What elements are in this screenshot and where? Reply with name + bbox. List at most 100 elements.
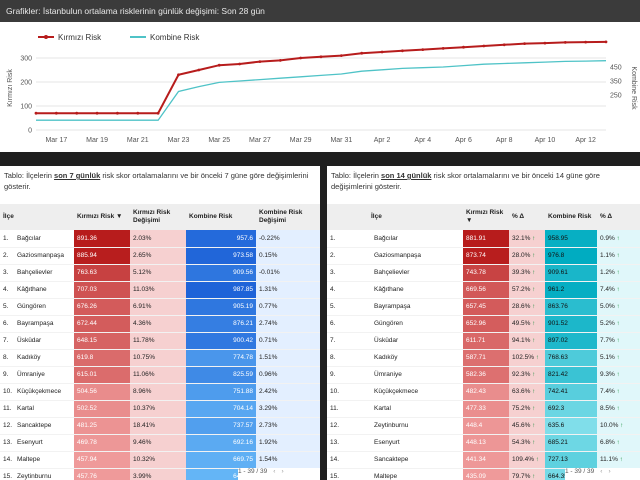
table-row[interactable]: 10. Küçükçekmece 504.56 8.96% 751.88 2.42%	[0, 383, 320, 401]
table-row[interactable]: 8. Kadıköy 587.71 102.5% ↑ 768.63 5.1% ↑	[327, 349, 640, 367]
combined-change-cell-text: 1.1%	[600, 252, 615, 259]
table-row[interactable]: 7. Üsküdar 648.15 11.78% 900.42 0.71%	[0, 332, 320, 350]
combined-change-cell-text: 0.9%	[600, 234, 615, 242]
data-point	[136, 111, 140, 115]
district-name: Kartal	[17, 405, 34, 412]
series-line-combined-risk	[36, 60, 607, 121]
combined-risk-cell: 973.58	[186, 247, 256, 265]
combined-risk-cell-text: 751.88	[233, 388, 253, 395]
y-tick-label-right: 450	[610, 65, 622, 72]
table-row[interactable]: 5. Bayrampaşa 657.45 28.6% ↑ 863.76 5.0% ↑	[327, 298, 640, 316]
combined-risk-cell-text: 821.42	[548, 371, 568, 378]
col-header-ilce[interactable]: İlçe	[327, 204, 463, 230]
combined-change-cell: 5.0% ↑	[597, 298, 640, 316]
red-change-cell: 49.5% ↑	[509, 315, 545, 333]
red-change-cell-text: 49.5%	[512, 320, 531, 327]
prev-page-icon[interactable]: ‹	[600, 468, 603, 475]
combined-risk-cell: 692.3	[545, 400, 597, 418]
col-header-red-risk[interactable]: Kırmızı Risk ▼	[74, 204, 130, 230]
col-header-ilce[interactable]: İlçe	[0, 204, 74, 230]
red-change-cell: 2.03%	[130, 230, 186, 248]
next-page-icon[interactable]: ›	[281, 468, 284, 475]
table-row[interactable]: 6. Bayrampaşa 672.44 4.36% 876.21 2.74%	[0, 315, 320, 333]
col-header-red-delta[interactable]: % Δ	[509, 204, 545, 230]
red-change-cell-text: 3.99%	[133, 473, 152, 480]
table-row[interactable]: 13. Esenyurt 469.78 9.46% 692.16 1.92%	[0, 434, 320, 452]
table-row[interactable]: 5. Güngören 676.26 6.91% 905.19 0.77%	[0, 298, 320, 316]
data-point	[441, 47, 445, 50]
red-change-cell: 54.3% ↑	[509, 434, 545, 452]
table-row[interactable]: 12. Sancaktepe 481.25 18.41% 737.57 2.73%	[0, 417, 320, 435]
up-arrow-icon: ↑	[530, 321, 536, 327]
row-index: 7.	[3, 337, 9, 344]
table-row[interactable]: 2. Gaziosmanpaşa 873.74 28.0% ↑ 976.8 1.1% ↑	[327, 247, 640, 265]
x-tick-label: Apr 2	[374, 137, 391, 144]
combined-risk-cell-text: 876.21	[233, 320, 253, 327]
row-index: 14.	[3, 456, 13, 463]
district-name: Bayrampaşa	[374, 303, 411, 310]
table-row[interactable]: 1. Bağcılar 881.91 32.1% ↑ 958.95 0.9% ↑	[327, 230, 640, 248]
red-change-cell: 109.4% ↑	[509, 451, 545, 469]
col-header-red-risk[interactable]: Kırmızı Risk ▼	[463, 204, 509, 230]
table-row[interactable]: 9. Ümraniye 582.36 92.3% ↑ 821.42 9.3% ↑	[327, 366, 640, 384]
table-row[interactable]: 12. Zeytinburnu 448.4 45.6% ↑ 635.6 10.0% ↑	[327, 417, 640, 435]
district-name: Üsküdar	[17, 337, 42, 344]
left-table-caption: Tablo: İlçelerin son 7 günlük risk skor …	[0, 166, 320, 204]
red-change-cell: 5.12%	[130, 264, 186, 282]
up-arrow-icon: ↑	[530, 423, 536, 429]
table-row[interactable]: 4. Kâğıthane 669.56 57.2% ↑ 961.2 7.4% ↑	[327, 281, 640, 299]
district-cell: 14. Maltepe	[0, 451, 74, 469]
col-header-combined-change[interactable]: Kombine Risk Değişimi	[256, 204, 320, 230]
up-arrow-icon: ↑	[530, 270, 536, 276]
combined-risk-cell: 958.95	[545, 230, 597, 248]
red-risk-cell-text: 582.36	[466, 371, 486, 378]
table-row[interactable]: 11. Kartal 477.33 75.2% ↑ 692.3 8.5% ↑	[327, 400, 640, 418]
table-row[interactable]: 1. Bağcılar 891.36 2.03% 957.6 -0.22%	[0, 230, 320, 248]
red-risk-cell: 743.78	[463, 264, 509, 282]
col-header-combined-risk[interactable]: Kombine Risk	[186, 204, 256, 230]
table-row[interactable]: 3. Bahçelievler 743.78 39.3% ↑ 909.61 1.2% ↑	[327, 264, 640, 282]
table-row[interactable]: 10. Küçükçekmece 482.43 63.6% ↑ 742.41 7.4% ↑	[327, 383, 640, 401]
legend-marker	[44, 35, 48, 39]
combined-change-cell-text: 11.1%	[600, 456, 618, 463]
col-header-combined-risk[interactable]: Kombine Risk	[545, 204, 597, 230]
table-row[interactable]: 6. Güngören 652.96 49.5% ↑ 901.52 5.2% ↑	[327, 315, 640, 333]
table-row[interactable]: 11. Kartal 502.52 10.37% 704.14 3.29%	[0, 400, 320, 418]
table-row[interactable]: 7. Üsküdar 611.71 94.1% ↑ 897.02 7.7% ↑	[327, 332, 640, 350]
table-row[interactable]: 3. Bahçelievler 763.63 5.12% 909.56 -0.01%	[0, 264, 320, 282]
table-row[interactable]: 13. Esenyurt 448.13 54.3% ↑ 685.21 6.8% ↑	[327, 434, 640, 452]
red-change-cell: 32.1% ↑	[509, 230, 545, 248]
red-change-cell: 11.78%	[130, 332, 186, 350]
district-cell: 2. Gaziosmanpaşa	[327, 247, 463, 265]
next-page-icon[interactable]: ›	[608, 468, 611, 475]
combined-risk-cell-text: 825.59	[233, 371, 253, 378]
row-index: 8.	[330, 354, 336, 361]
col-header-combined-delta[interactable]: % Δ	[597, 204, 640, 230]
district-name: Bağcılar	[374, 234, 398, 242]
row-index: 6.	[330, 320, 336, 327]
combined-risk-cell: 692.16	[186, 434, 256, 452]
red-risk-cell-text: 441.34	[466, 456, 486, 463]
table-row[interactable]: 8. Kadıköy 619.8 10.75% 774.78 1.51%	[0, 349, 320, 367]
red-risk-cell-text: 457.94	[77, 456, 97, 463]
district-name: Küçükçekmece	[374, 388, 419, 395]
prev-page-icon[interactable]: ‹	[273, 468, 276, 475]
district-cell: 3. Bahçelievler	[0, 264, 74, 282]
table-row[interactable]: 14. Maltepe 457.94 10.32% 669.75 1.54%	[0, 451, 320, 469]
combined-change-cell: 2.74%	[256, 315, 320, 333]
x-tick-label: Mar 19	[86, 137, 108, 144]
combined-change-cell-text: 0.71%	[259, 337, 278, 344]
red-change-cell: 39.3% ↑	[509, 264, 545, 282]
table-row[interactable]: 9. Ümraniye 615.01 11.06% 825.59 0.96%	[0, 366, 320, 384]
table-row[interactable]: 2. Gaziosmanpaşa 885.94 2.65% 973.58 0.15%	[0, 247, 320, 265]
table-row[interactable]: 4. Kâğıthane 707.03 11.03% 987.85 1.31%	[0, 281, 320, 299]
combined-change-cell: 1.51%	[256, 349, 320, 367]
district-name: Kâğıthane	[17, 286, 47, 293]
red-risk-cell-text: 435.09	[466, 473, 486, 480]
district-name: Kadıköy	[374, 354, 398, 361]
red-risk-cell: 615.01	[74, 366, 130, 384]
combined-change-cell: 8.5% ↑	[597, 400, 640, 418]
legend-label: Kombine Risk	[150, 33, 200, 42]
table-row[interactable]: 14. Sancaktepe 441.34 109.4% ↑ 727.13 11.1% ↑	[327, 451, 640, 469]
col-header-red-change[interactable]: Kırmızı Risk Değişimi	[130, 204, 186, 230]
